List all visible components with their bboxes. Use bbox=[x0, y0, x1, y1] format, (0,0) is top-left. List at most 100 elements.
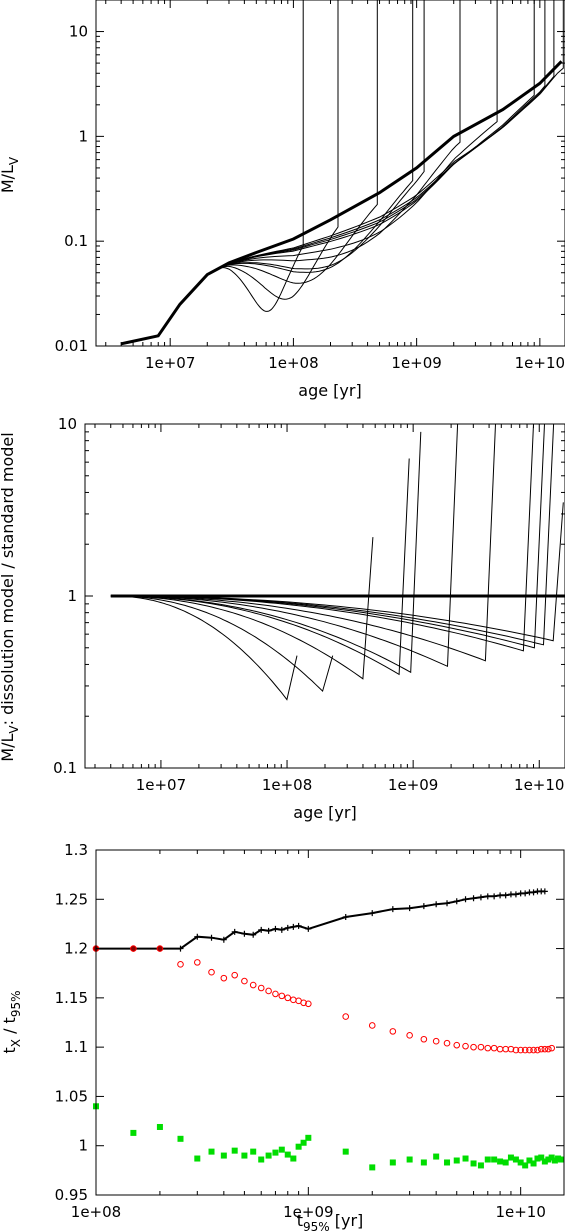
red-circle-marker bbox=[231, 971, 238, 979]
green-square-marker bbox=[156, 1123, 163, 1130]
green-square-marker bbox=[541, 1158, 548, 1165]
y-tick-label: 0.95 bbox=[55, 1186, 88, 1204]
black-plus-marker bbox=[462, 896, 469, 903]
black-plus-marker bbox=[444, 900, 451, 907]
green-square-marker bbox=[278, 1146, 285, 1153]
black-series-line bbox=[96, 890, 545, 950]
red-circle-marker bbox=[548, 1044, 555, 1052]
black-plus-marker bbox=[258, 926, 265, 933]
y-tick-label: 1 bbox=[67, 587, 77, 605]
y-tick-label: 0.1 bbox=[64, 232, 88, 250]
green-square-marker bbox=[462, 1155, 469, 1162]
black-plus-marker bbox=[477, 894, 484, 901]
green-square-marker bbox=[177, 1135, 184, 1142]
red-circle-marker bbox=[512, 1046, 520, 1054]
green-square-marker bbox=[208, 1148, 215, 1155]
red-circle-marker bbox=[521, 1046, 529, 1054]
black-plus-marker bbox=[541, 888, 548, 895]
green-square-marker bbox=[295, 1143, 302, 1150]
black-plus-marker bbox=[305, 925, 312, 932]
middle-x-axis-label: age [yr] bbox=[293, 803, 356, 822]
red-circle-marker bbox=[389, 1028, 397, 1035]
black-plus-marker bbox=[265, 927, 272, 934]
middle-axis-ticks: 1e+07 1e+08 1e+09 1e+10 0.1 1 10 bbox=[53, 415, 565, 794]
timescale-series bbox=[92, 888, 565, 1171]
dissolution-curve bbox=[218, 0, 564, 269]
y-tick-label: 1 bbox=[78, 1137, 88, 1155]
y-tick-label: 0.1 bbox=[53, 759, 77, 777]
ratio-curve bbox=[110, 423, 534, 652]
dissolution-curve bbox=[219, 0, 339, 300]
green-square-marker bbox=[272, 1149, 279, 1156]
black-plus-marker bbox=[295, 922, 302, 929]
red-circle-marker bbox=[265, 987, 272, 995]
red-circle-marker bbox=[368, 1022, 376, 1029]
x-tick-label: 1e+09 bbox=[388, 776, 438, 794]
red-circle-marker bbox=[130, 945, 137, 952]
red-circle-marker bbox=[290, 996, 297, 1004]
green-square-marker bbox=[290, 1155, 297, 1162]
green-square-marker bbox=[305, 1134, 312, 1141]
green-square-marker bbox=[522, 1162, 529, 1169]
black-plus-marker bbox=[290, 923, 297, 930]
black-plus-marker bbox=[194, 933, 201, 940]
black-plus-marker bbox=[177, 945, 184, 952]
green-square-marker bbox=[444, 1159, 451, 1166]
green-square-marker bbox=[369, 1164, 376, 1171]
green-square-marker bbox=[300, 1139, 307, 1146]
green-square-marker bbox=[130, 1129, 137, 1136]
y-tick-label: 1.2 bbox=[64, 940, 88, 958]
black-plus-marker bbox=[453, 898, 460, 905]
red-circle-marker bbox=[406, 1032, 413, 1039]
y-tick-label: 0.01 bbox=[55, 337, 88, 355]
black-plus-marker bbox=[497, 892, 504, 899]
x-tick-label: 1e+09 bbox=[391, 354, 441, 372]
green-square-marker bbox=[420, 1159, 427, 1166]
top-y-axis-label: M/LV bbox=[0, 156, 21, 193]
black-plus-marker bbox=[220, 936, 227, 943]
green-square-marker bbox=[477, 1162, 484, 1169]
x-tick-label: 1e+10 bbox=[514, 776, 564, 794]
red-circle-marker bbox=[477, 1043, 485, 1051]
dissolution-curve bbox=[219, 0, 378, 284]
green-square-marker bbox=[220, 1152, 227, 1159]
green-square-marker bbox=[342, 1148, 349, 1155]
bottom-axis-ticks: 1e+08 1e+09 1e+10 0.95 1 1.05 1.1 1.15 1.2 1.25 1.… bbox=[55, 841, 564, 1221]
black-plus-marker bbox=[470, 895, 477, 902]
red-circle-marker bbox=[272, 990, 279, 998]
green-square-marker bbox=[433, 1153, 440, 1160]
red-circle-marker bbox=[342, 1013, 350, 1020]
y-tick-label: 1.15 bbox=[55, 989, 88, 1007]
dissolution-curve bbox=[218, 0, 498, 269]
black-plus-marker bbox=[278, 926, 285, 933]
green-square-marker bbox=[534, 1155, 541, 1162]
red-circle-marker bbox=[470, 1043, 477, 1051]
y-tick-label: 1.1 bbox=[64, 1038, 88, 1056]
dissolution-curve bbox=[219, 0, 304, 312]
dissolution-curve bbox=[218, 0, 535, 269]
green-square-marker bbox=[241, 1152, 248, 1159]
x-tick-label: 1e+10 bbox=[495, 1203, 545, 1221]
black-plus-marker bbox=[342, 914, 349, 921]
x-tick-label: 1e+10 bbox=[515, 354, 565, 372]
x-tick-label: 1e+08 bbox=[262, 776, 312, 794]
green-square-marker bbox=[250, 1148, 257, 1155]
red-circle-marker bbox=[432, 1037, 440, 1045]
red-circle-marker bbox=[220, 974, 228, 982]
green-square-marker bbox=[526, 1157, 533, 1164]
x-tick-label: 1e+09 bbox=[283, 1203, 333, 1221]
ratio-curve bbox=[110, 458, 410, 676]
red-circle-marker bbox=[462, 1042, 469, 1050]
green-square-marker bbox=[265, 1152, 272, 1159]
ratio-curve bbox=[110, 502, 564, 642]
ratio-curve bbox=[110, 595, 334, 693]
black-plus-marker bbox=[250, 931, 257, 938]
green-square-marker bbox=[551, 1157, 558, 1164]
y-tick-label: 1.3 bbox=[64, 841, 88, 859]
red-circle-marker bbox=[526, 1046, 533, 1054]
red-circle-marker bbox=[502, 1045, 509, 1053]
green-square-marker bbox=[389, 1159, 396, 1166]
green-square-marker bbox=[497, 1158, 504, 1165]
green-square-marker bbox=[502, 1159, 509, 1166]
